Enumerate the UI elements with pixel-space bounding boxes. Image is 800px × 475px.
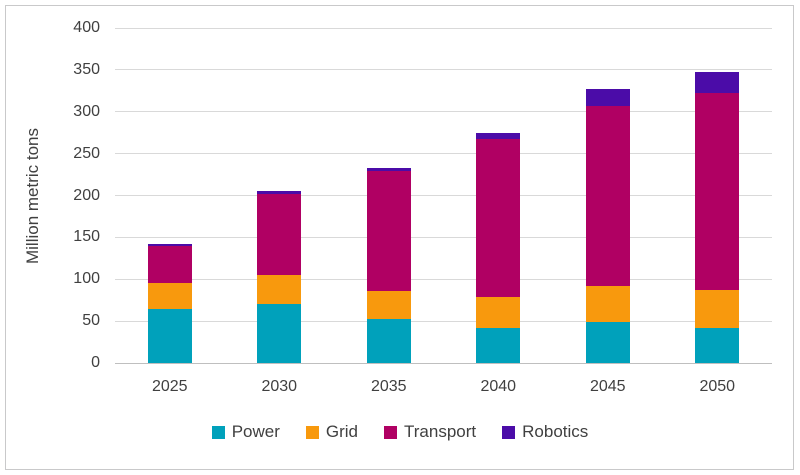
legend-item-grid: Grid [305,422,359,442]
bar-segment-power-2050 [695,327,740,363]
bar-segment-robotics-2030 [257,191,302,194]
gridline [115,236,772,238]
y-tick-label: 350 [73,60,100,78]
y-tick-label: 250 [73,144,100,162]
bar-segment-transport-2040 [476,138,521,297]
bar-segment-grid-2035 [366,290,411,320]
bar-segment-robotics-2035 [366,167,411,172]
x-tick-label: 2040 [480,378,517,395]
bar-segment-grid-2040 [476,296,521,328]
legend-item-robotics: Robotics [502,422,588,442]
y-tick-label: 200 [73,186,100,204]
gridline [115,69,772,71]
x-tick-label: 2025 [151,378,188,395]
bar-segment-transport-2025 [147,245,192,284]
bar-segment-power-2045 [585,321,630,363]
bar-segment-robotics-2045 [585,89,630,106]
bar-segment-grid-2050 [695,290,740,328]
bar-segment-robotics-2040 [476,132,521,139]
bar-segment-grid-2025 [147,283,192,310]
legend: Power Grid Transport Robotics [0,422,800,442]
y-tick-label: 100 [73,270,100,288]
legend-item-power: Power [211,422,280,442]
x-axis-line [115,363,772,364]
bar-segment-power-2040 [476,327,521,363]
x-tick-label: 2050 [699,378,736,395]
x-tick-label: 2045 [589,378,626,395]
gridline [115,320,772,322]
legend-swatch-icon [384,425,398,439]
bar-segment-power-2025 [147,309,192,363]
y-tick-label: 400 [73,19,100,36]
bar-segment-transport-2035 [366,171,411,291]
legend-label: Power [231,422,280,441]
bar-segment-power-2035 [366,319,411,363]
bar-segment-grid-2045 [585,285,630,322]
legend-item-transport: Transport [384,422,476,442]
y-tick-label: 50 [82,312,100,330]
bar-segment-transport-2050 [695,93,740,291]
y-tick-label: 0 [91,354,100,371]
x-tick-label: 2030 [261,378,298,395]
gridline [115,278,772,280]
y-tick-label: 300 [73,102,100,120]
gridline [115,111,772,113]
legend-label: Transport [404,422,477,441]
gridline [115,27,772,29]
bar-segment-robotics-2025 [147,244,192,246]
legend-label: Grid [325,422,359,441]
bar-segment-grid-2030 [257,275,302,304]
legend-label: Robotics [522,422,589,441]
bar-segment-robotics-2050 [695,71,740,94]
legend-swatch-icon [211,425,225,439]
bar-segment-power-2030 [257,303,302,363]
legend-swatch-icon [502,425,516,439]
bar-segment-transport-2045 [585,105,630,286]
legend-swatch-icon [305,425,319,439]
gridline [115,153,772,155]
gridline [115,195,772,196]
y-tick-label: 150 [73,228,100,246]
x-tick-label: 2035 [370,378,407,395]
bar-segment-transport-2030 [257,193,302,276]
